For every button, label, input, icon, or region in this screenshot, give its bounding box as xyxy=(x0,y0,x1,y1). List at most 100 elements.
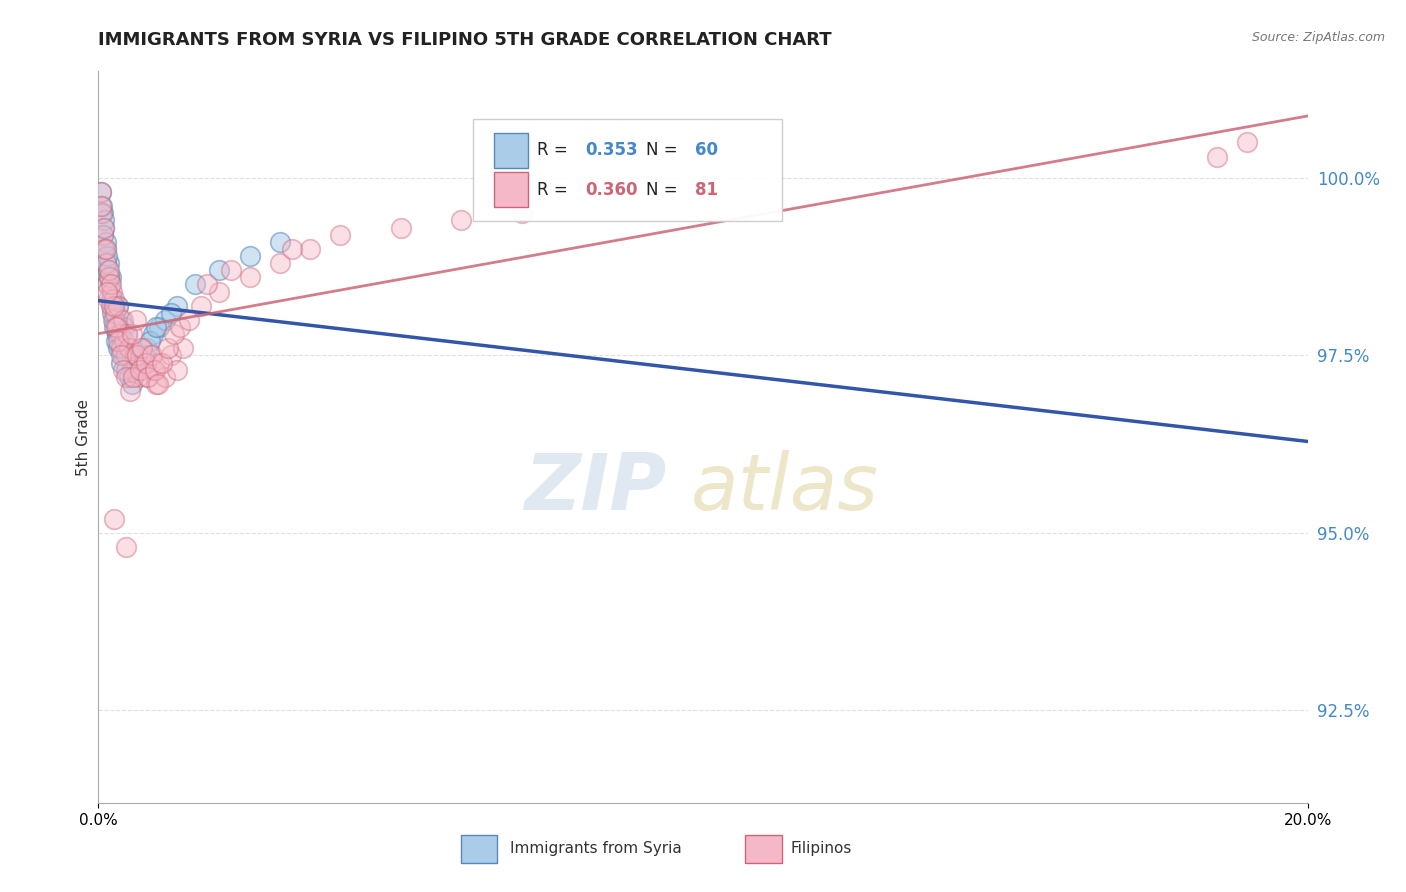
Point xyxy=(105,327,128,342)
Point xyxy=(139,334,162,349)
Point xyxy=(96,249,118,263)
Text: IMMIGRANTS FROM SYRIA VS FILIPINO 5TH GRADE CORRELATION CHART: IMMIGRANTS FROM SYRIA VS FILIPINO 5TH GR… xyxy=(98,31,832,49)
Point xyxy=(160,348,183,362)
Point xyxy=(98,256,121,270)
Point xyxy=(172,341,194,355)
Point xyxy=(112,334,135,349)
Point xyxy=(98,277,121,292)
Point xyxy=(135,341,157,355)
Point xyxy=(145,376,167,391)
Point xyxy=(160,306,183,320)
Point xyxy=(108,327,131,342)
Point xyxy=(103,320,125,334)
Point xyxy=(128,362,150,376)
Point xyxy=(110,355,132,369)
FancyBboxPatch shape xyxy=(461,835,498,863)
Point xyxy=(100,277,122,292)
Text: N =: N = xyxy=(647,141,683,160)
Point xyxy=(93,242,115,256)
Point xyxy=(96,242,118,256)
Point xyxy=(132,348,155,362)
Point xyxy=(96,277,118,292)
Point xyxy=(96,242,118,256)
Point xyxy=(179,313,201,327)
Point xyxy=(139,348,162,362)
Point xyxy=(96,285,118,299)
Point xyxy=(90,185,112,199)
Point xyxy=(135,369,157,384)
Point xyxy=(1236,136,1258,150)
Point xyxy=(132,355,155,369)
Point xyxy=(107,334,129,349)
Point xyxy=(208,263,231,277)
Point xyxy=(269,256,291,270)
Point xyxy=(124,348,146,362)
Point xyxy=(190,299,212,313)
Point xyxy=(121,376,143,391)
Point xyxy=(239,249,262,263)
Point xyxy=(166,299,188,313)
Point xyxy=(110,313,132,327)
Text: R =: R = xyxy=(537,141,574,160)
FancyBboxPatch shape xyxy=(474,119,782,221)
Point xyxy=(105,320,128,334)
Point xyxy=(97,270,120,285)
Point xyxy=(143,362,166,376)
Point xyxy=(110,341,132,355)
Y-axis label: 5th Grade: 5th Grade xyxy=(76,399,91,475)
Point xyxy=(150,355,173,369)
Point xyxy=(93,220,115,235)
Point xyxy=(111,341,134,355)
Point xyxy=(269,235,291,249)
Point xyxy=(107,341,129,355)
Point xyxy=(118,341,141,355)
Point xyxy=(107,299,129,313)
Point xyxy=(329,227,352,242)
Point xyxy=(104,306,127,320)
Point xyxy=(112,362,135,376)
Point xyxy=(101,313,124,327)
Point xyxy=(122,369,145,384)
Point xyxy=(146,376,169,391)
Point xyxy=(148,355,170,369)
Point xyxy=(98,270,121,285)
Point xyxy=(1206,150,1229,164)
Point xyxy=(100,270,122,285)
Point xyxy=(195,277,218,292)
Point xyxy=(112,320,135,334)
Point xyxy=(91,227,114,242)
Point xyxy=(100,285,122,299)
Point xyxy=(103,292,125,306)
Point xyxy=(97,292,120,306)
Point xyxy=(91,227,114,242)
Point xyxy=(281,242,304,256)
Point xyxy=(103,512,125,526)
Point xyxy=(96,277,118,292)
Point xyxy=(114,348,136,362)
Point xyxy=(111,313,134,327)
Point xyxy=(163,327,186,342)
Point xyxy=(141,348,163,362)
Point xyxy=(107,299,129,313)
Point xyxy=(103,299,125,313)
Point xyxy=(153,369,176,384)
Point xyxy=(100,299,122,313)
Text: 0.353: 0.353 xyxy=(586,141,638,160)
FancyBboxPatch shape xyxy=(494,172,527,208)
Text: 0.360: 0.360 xyxy=(586,181,638,199)
Point xyxy=(135,355,157,369)
Text: ZIP: ZIP xyxy=(524,450,666,526)
Point xyxy=(117,327,139,342)
Point xyxy=(105,327,128,342)
Point xyxy=(93,213,115,227)
Point xyxy=(114,540,136,554)
Point xyxy=(94,235,117,249)
FancyBboxPatch shape xyxy=(494,133,527,168)
Point xyxy=(389,220,412,235)
Text: 81: 81 xyxy=(695,181,717,199)
Point xyxy=(111,348,134,362)
Point xyxy=(125,348,148,362)
Text: Immigrants from Syria: Immigrants from Syria xyxy=(509,840,682,855)
Point xyxy=(129,348,152,362)
Point xyxy=(148,320,170,334)
